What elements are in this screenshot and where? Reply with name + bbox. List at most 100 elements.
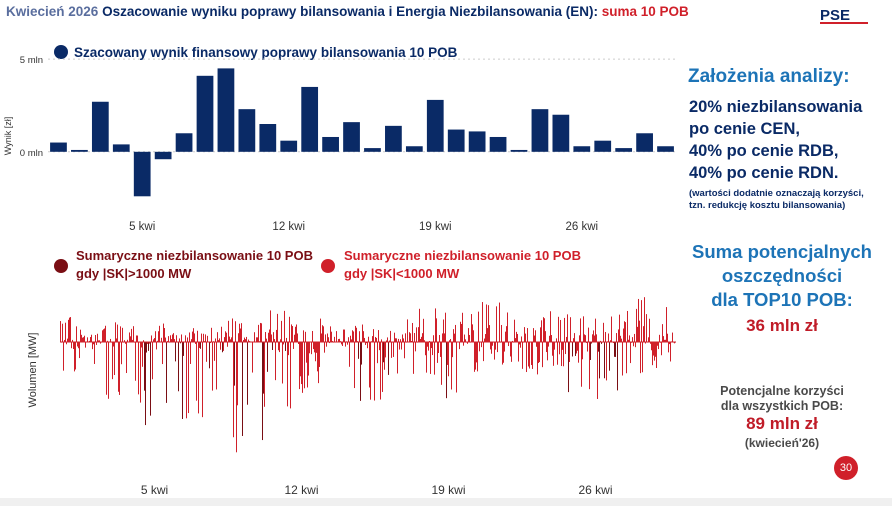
volume-bar	[610, 340, 611, 342]
volume-bar	[490, 342, 491, 350]
volume-bar	[409, 332, 410, 342]
volume-bar	[112, 342, 113, 380]
volume-bar	[190, 342, 191, 364]
volume-bar	[499, 302, 500, 342]
volume-bar	[670, 342, 671, 362]
volume-bar	[71, 342, 72, 349]
volume-bar	[296, 324, 297, 342]
volume-bar	[526, 342, 527, 373]
volume-bar	[427, 342, 428, 347]
volume-bar	[341, 342, 342, 345]
volume-bar	[428, 342, 429, 351]
volume-bar	[465, 339, 466, 342]
volume-bar	[97, 333, 98, 342]
volume-bar	[651, 342, 652, 351]
volume-bar	[515, 338, 516, 342]
volume-bar	[658, 342, 659, 350]
volume-bar	[377, 342, 378, 364]
slide-header: Kwiecień 2026 Oszacowanie wyniku poprawy…	[6, 4, 746, 26]
volume-bar	[399, 342, 400, 350]
volume-bar	[668, 342, 669, 353]
volume-bar	[597, 342, 598, 399]
volume-bar	[372, 336, 373, 342]
volume-bar	[174, 339, 175, 342]
volume-bar	[574, 333, 575, 342]
volume-bar	[93, 342, 94, 345]
volume-bar	[130, 336, 131, 342]
volume-bar	[312, 330, 313, 342]
volume-bar	[120, 326, 121, 342]
volume-bar	[485, 334, 486, 342]
volume-bar	[575, 342, 576, 356]
volume-bar	[212, 342, 213, 391]
volume-bar	[618, 329, 619, 342]
all-pob-value: 89 mln zł	[746, 414, 818, 433]
volume-bar	[623, 328, 624, 342]
volume-bar	[391, 342, 392, 358]
volume-bar	[107, 340, 108, 342]
volume-bar	[402, 334, 403, 342]
volume-bar	[63, 342, 64, 371]
volume-bar	[477, 342, 478, 372]
volume-bar	[434, 342, 435, 375]
volume-bar	[99, 340, 100, 342]
volume-bar	[365, 342, 366, 345]
volume-bar	[319, 342, 320, 367]
volume-bar	[384, 342, 385, 370]
volume-bar	[534, 335, 535, 342]
volume-bar	[479, 342, 480, 352]
volume-bar	[438, 342, 439, 354]
volume-bar	[80, 329, 81, 342]
volume-bar	[382, 342, 383, 392]
volume-bar	[280, 339, 281, 342]
volume-bar	[585, 335, 586, 342]
volume-bar	[461, 323, 462, 342]
volume-bar	[469, 334, 470, 342]
volume-bar	[503, 342, 504, 363]
volume-bar	[267, 342, 268, 372]
volume-bar	[538, 342, 539, 364]
volume-bar	[589, 342, 590, 390]
volume-bar	[125, 342, 126, 344]
assumption-line: 40% po cenie RDN.	[689, 164, 839, 182]
volume-bar	[510, 342, 511, 357]
volume-bar	[420, 338, 421, 342]
sum-title-line: Suma potencjalnych	[692, 241, 872, 262]
volume-bar	[459, 342, 460, 350]
volume-bar	[138, 342, 139, 395]
volume-bar	[149, 342, 150, 344]
volume-bar	[522, 342, 523, 369]
volume-bar	[274, 339, 275, 342]
volume-bar	[588, 327, 589, 342]
volume-bar	[304, 342, 305, 389]
volume-bar	[73, 342, 74, 350]
volume-bar	[601, 342, 602, 344]
volume-bar	[189, 332, 190, 342]
volume-bar	[532, 342, 533, 369]
bar	[133, 151, 151, 197]
volume-bar	[482, 302, 483, 342]
volume-bar	[273, 332, 274, 342]
volume-bar	[211, 327, 212, 342]
volume-bar	[486, 304, 487, 342]
volume-bar	[551, 335, 552, 342]
volume-bar	[386, 340, 387, 342]
bar	[154, 151, 172, 160]
volume-bar	[621, 338, 622, 342]
volume-bar	[84, 335, 85, 342]
volume-bar	[488, 305, 489, 342]
volume-bar	[142, 342, 143, 367]
bar	[573, 146, 591, 152]
volume-bar	[117, 324, 118, 342]
volume-bar	[193, 328, 194, 342]
volume-bar	[636, 308, 637, 342]
volume-bar	[326, 342, 327, 347]
volume-bar	[460, 321, 461, 342]
volume-bar	[234, 342, 235, 386]
volume-bar	[407, 319, 408, 342]
volume-bar	[639, 320, 640, 342]
volume-bar	[361, 342, 362, 365]
volume-bar	[484, 338, 485, 342]
volume-bar	[104, 328, 105, 342]
volume-bar	[629, 335, 630, 342]
